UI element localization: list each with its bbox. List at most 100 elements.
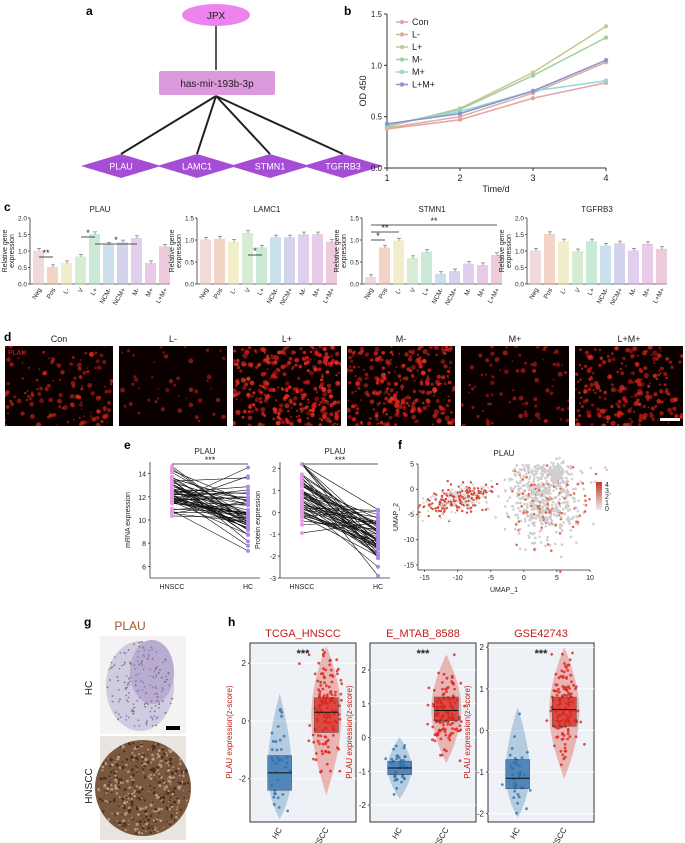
h-point (458, 724, 462, 728)
f-cell (552, 467, 555, 470)
g-cell (129, 794, 132, 797)
f-cell (565, 481, 568, 484)
g-cell (127, 696, 130, 699)
f-cell (448, 518, 451, 522)
d-cell (8, 346, 13, 349)
f-cell (457, 492, 461, 496)
h-point (443, 748, 446, 752)
h-point (320, 749, 324, 753)
g-cell (143, 655, 146, 658)
d-cell (432, 387, 438, 393)
d-cell (404, 396, 407, 400)
d-cell (277, 412, 281, 416)
f-cell (559, 570, 562, 573)
d-cell (656, 399, 662, 404)
d-cell (56, 363, 62, 368)
h-point (335, 669, 339, 673)
d-cell (5, 389, 10, 395)
d-micrograph-1 (119, 346, 227, 426)
h-point (323, 735, 327, 738)
h-frame (487, 642, 595, 823)
h-point (565, 675, 568, 679)
g-cell (124, 828, 127, 831)
d-cell (512, 389, 515, 392)
f-cell (445, 494, 449, 497)
f-cell (541, 516, 545, 519)
g-cell (137, 812, 140, 816)
d-cell (352, 350, 356, 354)
d-cell (128, 401, 133, 406)
g-cell (101, 765, 105, 769)
g-cell (149, 815, 152, 818)
d-cell (249, 363, 254, 368)
g-cell (153, 774, 156, 777)
f-cell (563, 480, 566, 483)
d-cell (665, 376, 668, 380)
g-cell (104, 799, 107, 803)
h-point (442, 672, 446, 676)
f-cell (460, 493, 464, 496)
c-xtick-label: L- (394, 287, 403, 296)
d-cell (504, 369, 509, 375)
d-cell (567, 399, 569, 403)
e-point-hnscc (300, 490, 304, 495)
g-cell (131, 772, 133, 774)
h-point (394, 744, 398, 748)
f-cell (541, 472, 545, 476)
f-cell (576, 509, 580, 513)
d-cell (254, 397, 260, 403)
f-cell (565, 518, 569, 521)
d-cell (86, 370, 90, 373)
d-cell (617, 399, 622, 404)
f-cell (549, 498, 552, 502)
d-cell (282, 372, 287, 377)
d-cell (395, 391, 398, 394)
f-cell (551, 500, 555, 504)
d-cell (320, 399, 326, 404)
g-cell (152, 828, 154, 830)
f-cell (534, 467, 538, 470)
f-cell (563, 511, 566, 515)
d-cell (410, 349, 416, 355)
d-cell (441, 407, 446, 412)
d-cell (261, 347, 267, 353)
f-cell (537, 488, 541, 492)
d-cell (650, 354, 653, 357)
g-cell (133, 706, 136, 709)
c-sig-label: ** (430, 216, 438, 226)
e-xtick-label: HNSCC (160, 584, 185, 591)
c-bar (145, 263, 156, 285)
d-cell (163, 354, 169, 359)
f-cell (452, 495, 455, 499)
g-cell (125, 719, 127, 721)
h-frame (369, 642, 477, 823)
h-point (338, 704, 341, 708)
h-title: GSE42743 (514, 628, 568, 640)
c-bar (435, 273, 446, 285)
g-cell (109, 757, 111, 759)
f-cell (516, 491, 519, 495)
g-cell (125, 715, 128, 717)
d-cell (71, 384, 76, 389)
g-cell (137, 807, 139, 810)
g-cell (165, 678, 168, 681)
g-cell (118, 667, 121, 670)
g-cell (180, 772, 183, 775)
d-cell (102, 406, 108, 411)
d-cell (259, 384, 262, 387)
f-cell (556, 509, 559, 513)
g-cell (173, 819, 176, 822)
f-cell (515, 464, 519, 467)
f-cell (545, 497, 549, 500)
g-cell (163, 681, 166, 683)
h-point (528, 789, 532, 792)
g-cell (137, 690, 140, 693)
g-cell (133, 664, 136, 667)
b-legend-marker (399, 57, 405, 62)
h-point (395, 777, 399, 781)
d-cell (282, 396, 288, 401)
g-cell (163, 788, 166, 791)
h-point (271, 739, 275, 743)
d-cell (378, 401, 381, 404)
g-cell (138, 663, 141, 666)
